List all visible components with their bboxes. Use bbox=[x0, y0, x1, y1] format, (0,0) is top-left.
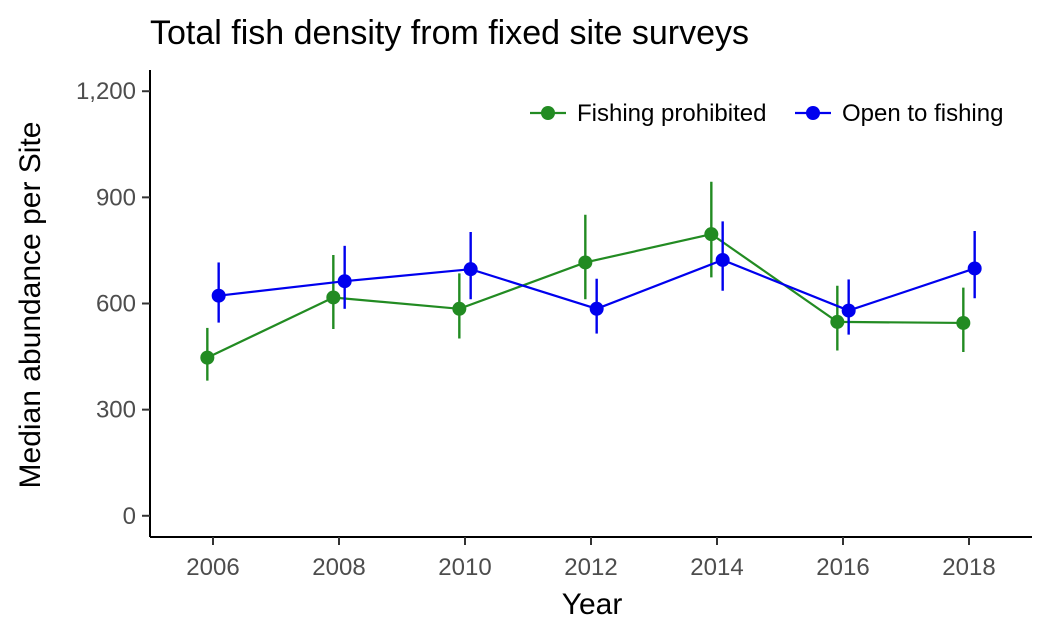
y-tick-label: 600 bbox=[96, 291, 136, 318]
chart-title: Total fish density from fixed site surve… bbox=[150, 14, 749, 52]
data-point bbox=[956, 315, 971, 330]
y-tick-label: 0 bbox=[123, 503, 136, 530]
x-axis-ticks: 2006 2008 2010 2012 2014 2016 2018 bbox=[186, 537, 996, 581]
x-tick-label: 2006 bbox=[186, 554, 239, 581]
data-point bbox=[830, 314, 845, 329]
x-tick-label: 2010 bbox=[438, 554, 491, 581]
x-tick-label: 2016 bbox=[816, 554, 869, 581]
data-point bbox=[200, 350, 215, 365]
data-point bbox=[337, 274, 352, 289]
data-point bbox=[589, 301, 604, 316]
x-axis-title: Year bbox=[562, 588, 623, 621]
y-tick-label: 1,200 bbox=[76, 78, 136, 105]
data-point bbox=[463, 262, 478, 277]
x-tick-label: 2008 bbox=[312, 554, 365, 581]
legend-label: Open to fishing bbox=[842, 100, 1003, 127]
legend-marker bbox=[541, 106, 555, 120]
y-tick-label: 900 bbox=[96, 184, 136, 211]
legend-marker bbox=[806, 106, 820, 120]
data-point bbox=[326, 290, 341, 305]
data-point bbox=[704, 227, 719, 242]
y-axis-title: Median abundance per Site bbox=[14, 122, 47, 489]
y-axis-ticks: 0 300 600 900 1,200 bbox=[76, 78, 150, 530]
data-point bbox=[967, 261, 982, 276]
data-point bbox=[841, 303, 856, 318]
axes bbox=[149, 70, 1032, 538]
data-point bbox=[715, 252, 730, 267]
series-fishing-prohibited bbox=[200, 181, 971, 381]
x-tick-label: 2014 bbox=[690, 554, 743, 581]
y-tick-label: 300 bbox=[96, 397, 136, 424]
x-tick-label: 2012 bbox=[564, 554, 617, 581]
data-point bbox=[452, 301, 467, 316]
data-point bbox=[211, 288, 226, 303]
series-layer bbox=[200, 181, 982, 381]
series-open-to-fishing bbox=[211, 221, 982, 335]
x-tick-label: 2018 bbox=[942, 554, 995, 581]
data-point bbox=[578, 255, 593, 270]
legend: Fishing prohibited Open to fishing bbox=[530, 100, 1003, 127]
legend-label: Fishing prohibited bbox=[577, 100, 766, 127]
